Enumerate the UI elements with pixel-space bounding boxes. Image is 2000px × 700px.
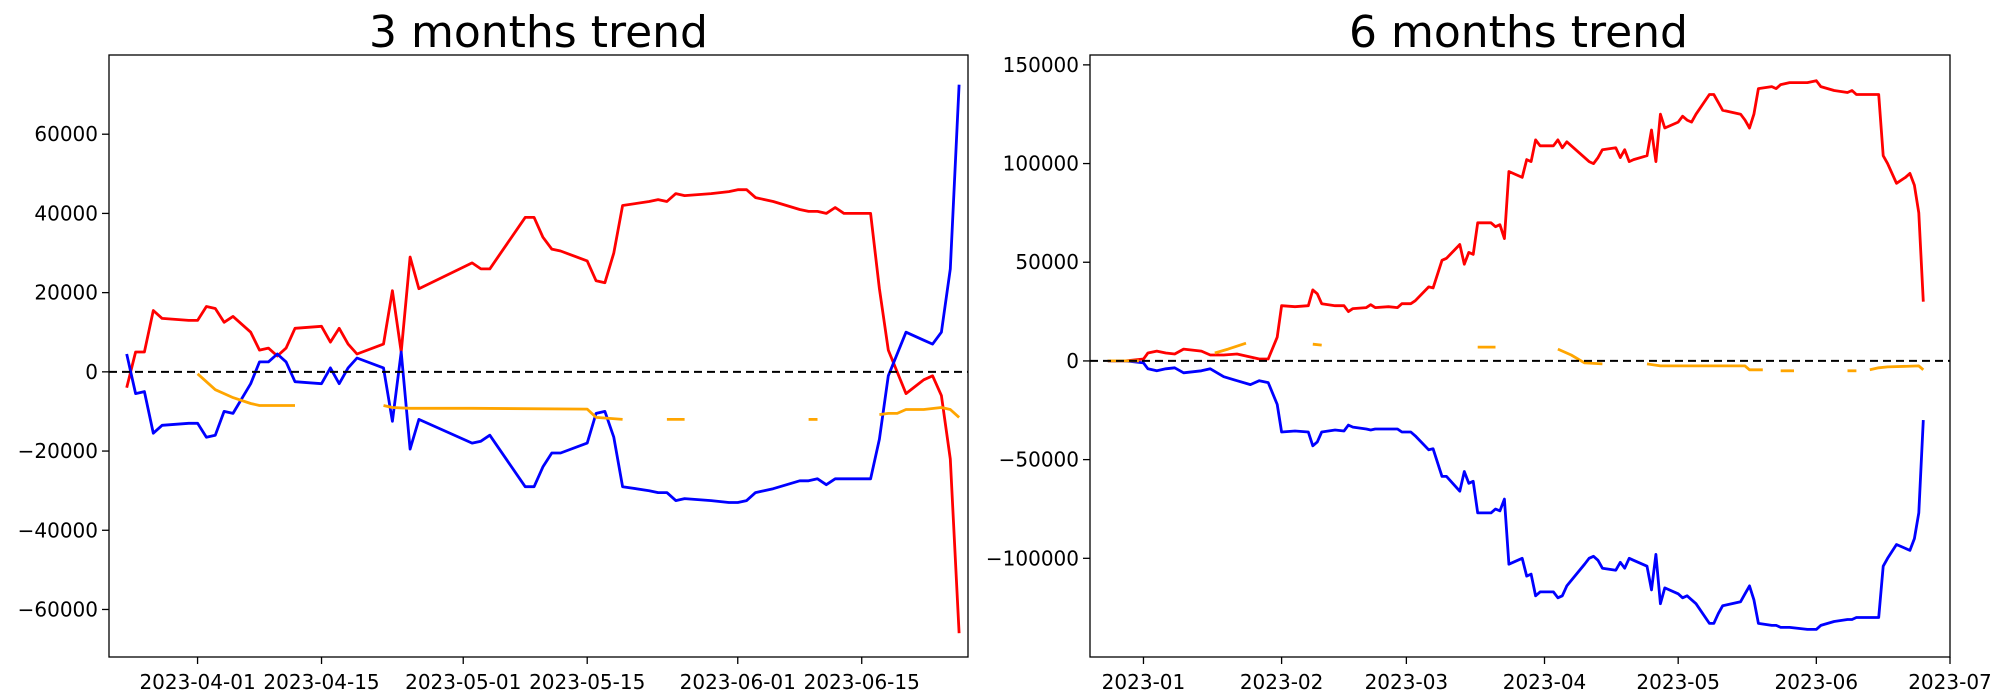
series-line-2 [125,84,961,504]
series-line-3 [879,406,961,419]
x-tick-label: 2023-05-01 [405,670,521,694]
series-line-3 [1869,364,1925,372]
x-tick-label: 2023-04 [1503,670,1587,694]
chart-title-3-months: 3 months trend [369,7,708,58]
y-tick-label: −100000 [986,546,1079,570]
series-line-1 [1107,79,1925,363]
series-line-3 [1214,341,1247,355]
plot-area-3-months: −60000 −40000 −20000 0 20000 40000 60000 2023-0… [18,54,969,694]
series-line-3 [1312,342,1322,347]
y-tick-label: 50000 [1015,250,1079,274]
series-line-1 [125,188,961,634]
x-tick-label: 2023-04-15 [263,670,379,694]
chart-6-months: 6 months trend −100000 −50000 0 50000 100000… [986,7,1992,694]
series-line-3 [1557,347,1603,366]
y-tick-label: −20000 [18,439,98,463]
x-tick-label: 2023-03 [1365,670,1449,694]
y-tick-label: 0 [1066,349,1079,373]
y-tick-label: 40000 [34,201,98,225]
series-line-3 [383,404,623,421]
x-tick-label: 2023-01 [1102,670,1186,694]
y-tick-label: −50000 [999,448,1079,472]
chart-3-months: 3 months trend −60000 −40000 −20000 0 20000 4… [18,7,969,694]
y-tick-label: 60000 [34,122,98,146]
y-tick-label: 100000 [1003,152,1079,176]
x-tick-label: 2023-05 [1636,670,1720,694]
axes-frame [1089,54,1951,658]
y-tick-label: −60000 [18,597,98,621]
plot-area-6-months: −100000 −50000 0 50000 100000 150000 2023-01 20… [986,53,1992,694]
x-tick-label: 2023-06 [1775,670,1859,694]
y-tick-label: 150000 [1003,53,1079,77]
series-line-2 [1107,359,1925,631]
x-tick-label: 2023-04-01 [139,670,255,694]
y-tick-label: 0 [85,360,98,384]
y-tick-label: 20000 [34,281,98,305]
x-tick-label: 2023-06-15 [804,670,920,694]
series-line-3 [1646,362,1763,372]
x-tick-label: 2023-06-01 [680,670,796,694]
x-tick-label: 2023-02 [1240,670,1324,694]
axes-frame [108,54,969,658]
x-tick-label: 2023-07 [1908,670,1992,694]
y-tick-label: −40000 [18,518,98,542]
x-tick-label: 2023-05-15 [529,670,645,694]
chart-title-6-months: 6 months trend [1349,7,1688,58]
series-line-3 [196,372,295,407]
